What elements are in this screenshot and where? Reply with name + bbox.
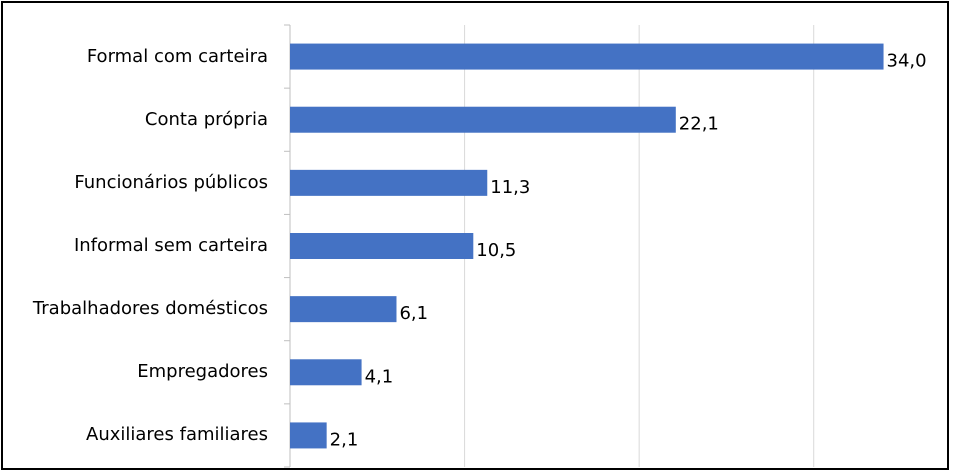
- bar: [290, 359, 362, 386]
- bar: [290, 233, 474, 259]
- bar: [290, 296, 397, 323]
- category-text: Funcionários públicos: [74, 171, 268, 193]
- value-label: 34,0: [887, 51, 927, 72]
- bar: [290, 169, 488, 196]
- category-text: Auxiliares familiares: [86, 424, 268, 446]
- value-label: 11,3: [490, 177, 530, 198]
- bar: [290, 422, 327, 449]
- category-text: Trabalhadores domésticos: [32, 298, 268, 320]
- category-label: Formal com carteira: [28, 25, 268, 88]
- value-label: 4,1: [365, 366, 394, 387]
- category-label: Funcionários públicos: [28, 151, 268, 214]
- category-text: Conta própria: [144, 108, 268, 130]
- category-text: Formal com carteira: [86, 45, 268, 67]
- category-label: Informal sem carteira: [28, 214, 268, 277]
- category-label: Conta própria: [28, 88, 268, 151]
- value-label: 2,1: [330, 429, 359, 450]
- bar: [290, 43, 884, 70]
- category-label: Trabalhadores domésticos: [28, 278, 268, 341]
- category-label: Auxiliares familiares: [28, 404, 268, 467]
- category-label: Empregadores: [28, 341, 268, 404]
- value-label: 22,1: [679, 114, 719, 135]
- category-text: Empregadores: [137, 361, 268, 383]
- category-text: Informal sem carteira: [73, 234, 268, 256]
- bar: [290, 106, 676, 133]
- value-label: 6,1: [399, 303, 428, 324]
- value-label: 10,5: [476, 240, 516, 261]
